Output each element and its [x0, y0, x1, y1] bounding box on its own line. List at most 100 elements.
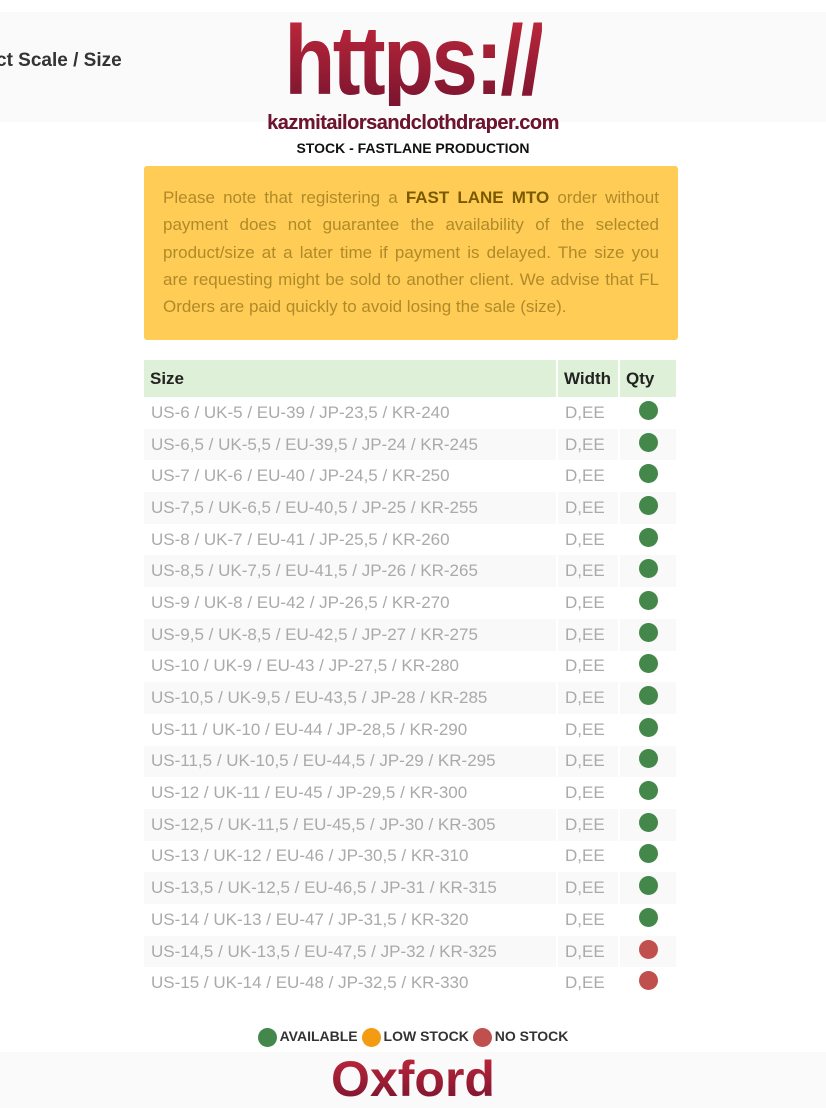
- qty-cell: [619, 428, 678, 461]
- size-cell: US-10,5 / UK-9,5 / EU-43,5 / JP-28 / KR-…: [144, 682, 558, 714]
- qty-cell: [619, 492, 678, 524]
- qty-cell: [619, 587, 678, 619]
- width-cell: D,EE: [557, 872, 620, 904]
- available-dot-icon: [638, 907, 658, 927]
- width-cell: D,EE: [557, 935, 620, 968]
- size-cell: US-7,5 / UK-6,5 / EU-40,5 / JP-25 / KR-2…: [144, 492, 558, 524]
- available-dot-icon: [638, 749, 658, 769]
- table-row: US-12 / UK-11 / EU-45 / JP-29,5 / KR-300…: [144, 777, 678, 809]
- table-row: US-8 / UK-7 / EU-41 / JP-25,5 / KR-260 D,…: [144, 523, 678, 556]
- size-cell: US-14,5 / UK-13,5 / EU-47,5 / JP-32 / KR…: [144, 935, 558, 968]
- table-row: US-14,5 / UK-13,5 / EU-47,5 / JP-32 / KR…: [144, 935, 678, 968]
- oxford-logo: Oxford: [331, 1051, 495, 1107]
- width-cell: D,EE: [557, 840, 620, 873]
- size-cell: US-10 / UK-9 / EU-43 / JP-27,5 / KR-280: [144, 650, 558, 683]
- size-cell: US-8 / UK-7 / EU-41 / JP-25,5 / KR-260: [144, 523, 558, 556]
- size-cell: US-8,5 / UK-7,5 / EU-41,5 / JP-26 / KR-2…: [144, 555, 558, 588]
- table-row: US-10 / UK-9 / EU-43 / JP-27,5 / KR-280 D…: [144, 650, 678, 683]
- size-cell: US-13,5 / UK-12,5 / EU-46,5 / JP-31 / KR…: [144, 872, 558, 904]
- available-dot-icon: [638, 495, 658, 515]
- available-dot-icon: [638, 559, 658, 579]
- width-cell: D,EE: [557, 618, 620, 651]
- available-dot-icon: [638, 590, 658, 610]
- width-cell: D,EE: [557, 460, 620, 493]
- size-cell: US-6,5 / UK-5,5 / EU-39,5 / JP-24 / KR-2…: [144, 428, 558, 461]
- available-dot-icon: [638, 876, 658, 896]
- width-cell: D,EE: [557, 777, 620, 809]
- table-row: US-15 / UK-14 / EU-48 / JP-32,5 / KR-330…: [144, 967, 678, 1000]
- width-cell: D,EE: [557, 745, 620, 778]
- size-cell: US-12 / UK-11 / EU-45 / JP-29,5 / KR-300: [144, 777, 558, 809]
- no-stock-dot-icon: [638, 939, 658, 959]
- stock-table: Size Width Qty US-6 / UK-5 / EU-39 / JP-…: [144, 360, 678, 1000]
- size-cell: US-9 / UK-8 / EU-42 / JP-26,5 / KR-270: [144, 587, 558, 619]
- table-row: US-6,5 / UK-5,5 / EU-39,5 / JP-24 / KR-2…: [144, 428, 678, 461]
- qty-cell: [619, 840, 678, 873]
- width-cell: D,EE: [557, 713, 620, 746]
- available-dot-icon: [638, 844, 658, 864]
- stock-title: STOCK - FASTLANE PRODUCTION: [296, 140, 530, 156]
- table-row: US-13,5 / UK-12,5 / EU-46,5 / JP-31 / KR…: [144, 872, 678, 904]
- size-cell: US-14 / UK-13 / EU-47 / JP-31,5 / KR-320: [144, 904, 558, 936]
- available-dot-icon: [638, 654, 658, 674]
- width-cell: D,EE: [557, 682, 620, 714]
- qty-cell: [619, 713, 678, 746]
- available-dot-icon: [638, 622, 658, 642]
- qty-cell: [619, 650, 678, 683]
- no-stock-dot-icon: [472, 1027, 492, 1047]
- width-cell: D,EE: [557, 808, 620, 841]
- table-row: US-11 / UK-10 / EU-44 / JP-28,5 / KR-290…: [144, 713, 678, 746]
- qty-cell: [619, 777, 678, 809]
- no-stock-dot-icon: [638, 971, 658, 991]
- available-dot-icon: [638, 432, 658, 452]
- available-dot-icon: [638, 464, 658, 484]
- legend-no-stock: NO STOCK: [494, 1028, 569, 1044]
- table-row: US-7 / UK-6 / EU-40 / JP-24,5 / KR-250 D,…: [144, 460, 678, 493]
- available-dot-icon: [257, 1027, 277, 1047]
- legend: AVAILABLE LOW STOCK NO STOCK: [0, 1026, 826, 1047]
- table-row: US-8,5 / UK-7,5 / EU-41,5 / JP-26 / KR-2…: [144, 555, 678, 588]
- available-dot-icon: [638, 781, 658, 801]
- column-size: Size: [144, 360, 558, 397]
- qty-cell: [619, 872, 678, 904]
- width-cell: D,EE: [557, 523, 620, 556]
- available-dot-icon: [638, 717, 658, 737]
- width-cell: D,EE: [557, 428, 620, 461]
- available-dot-icon: [638, 686, 658, 706]
- qty-cell: [619, 935, 678, 968]
- qty-cell: [619, 745, 678, 778]
- logo-https: https://: [284, 5, 544, 115]
- qty-cell: [619, 555, 678, 588]
- scale-size-title: ct Scale / Size: [0, 50, 122, 71]
- size-cell: US-13 / UK-12 / EU-46 / JP-30,5 / KR-310: [144, 840, 558, 873]
- available-dot-icon: [638, 527, 658, 547]
- table-row: US-10,5 / UK-9,5 / EU-43,5 / JP-28 / KR-…: [144, 682, 678, 714]
- qty-cell: [619, 967, 678, 1000]
- qty-cell: [619, 904, 678, 936]
- qty-cell: [619, 682, 678, 714]
- size-cell: US-11 / UK-10 / EU-44 / JP-28,5 / KR-290: [144, 713, 558, 746]
- qty-cell: [619, 460, 678, 493]
- width-cell: D,EE: [557, 650, 620, 683]
- size-cell: US-6 / UK-5 / EU-39 / JP-23,5 / KR-240: [144, 397, 558, 429]
- low-stock-dot-icon: [361, 1027, 381, 1047]
- qty-cell: [619, 523, 678, 556]
- qty-cell: [619, 618, 678, 651]
- fastlane-notice: Please note that registering a FAST LANE…: [144, 166, 678, 340]
- size-cell: US-12,5 / UK-11,5 / EU-45,5 / JP-30 / KR…: [144, 808, 558, 841]
- column-qty: Qty: [619, 360, 678, 397]
- qty-cell: [619, 808, 678, 841]
- notice-text: Please note that registering a: [163, 188, 406, 207]
- table-row: US-13 / UK-12 / EU-46 / JP-30,5 / KR-310…: [144, 840, 678, 873]
- table-row: US-6 / UK-5 / EU-39 / JP-23,5 / KR-240 D,…: [144, 397, 678, 429]
- size-cell: US-9,5 / UK-8,5 / EU-42,5 / JP-27 / KR-2…: [144, 618, 558, 651]
- table-row: US-12,5 / UK-11,5 / EU-45,5 / JP-30 / KR…: [144, 808, 678, 841]
- size-cell: US-11,5 / UK-10,5 / EU-44,5 / JP-29 / KR…: [144, 745, 558, 778]
- header-band: [0, 12, 826, 122]
- width-cell: D,EE: [557, 587, 620, 619]
- width-cell: D,EE: [557, 397, 620, 429]
- footer-band: [0, 1052, 826, 1108]
- width-cell: D,EE: [557, 967, 620, 1000]
- available-dot-icon: [638, 400, 658, 420]
- width-cell: D,EE: [557, 492, 620, 524]
